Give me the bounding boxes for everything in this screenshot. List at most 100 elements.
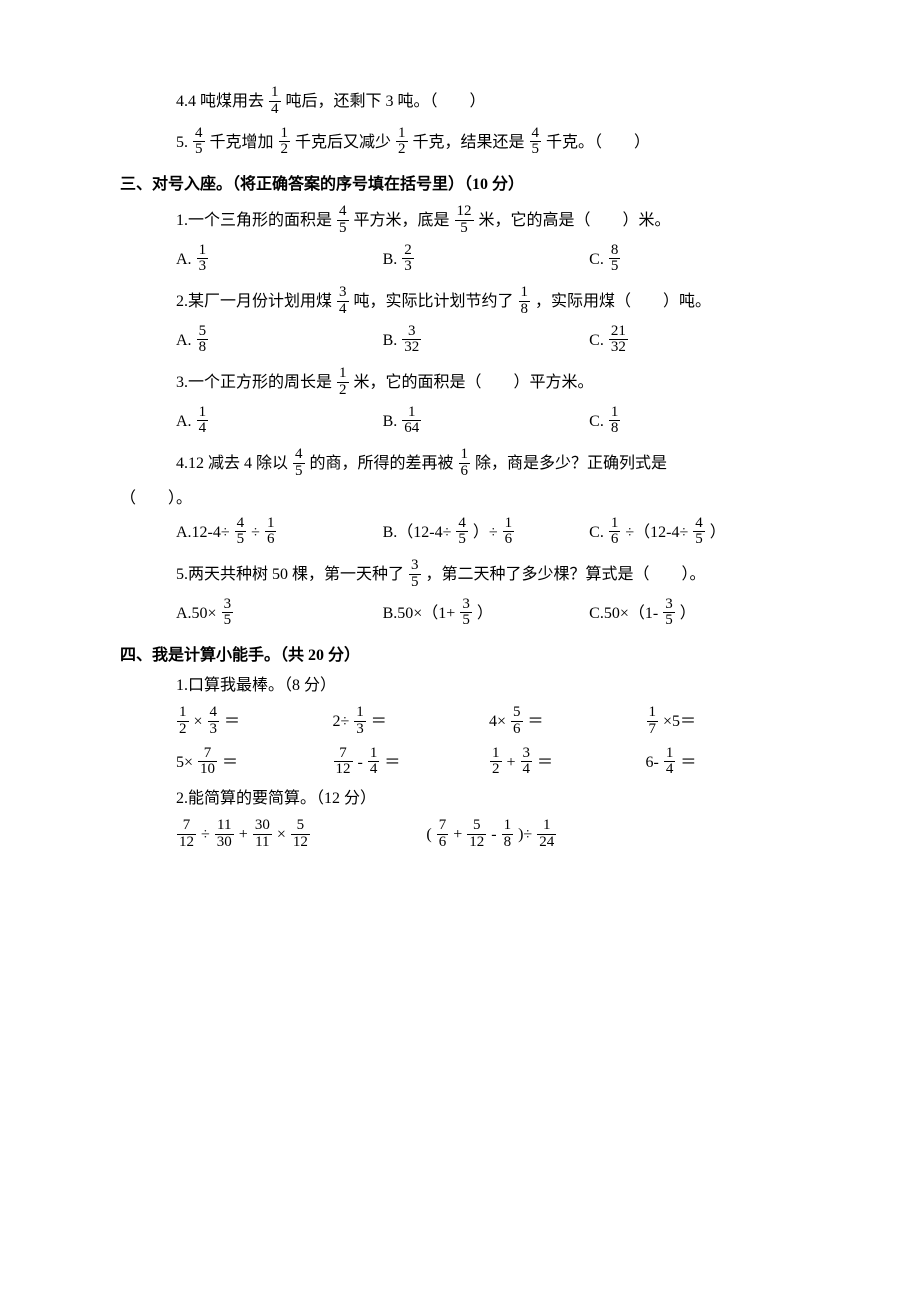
expr-b: ( 76 + 512 - 18 )÷ 124 (426, 819, 802, 852)
tf-q5: 5. 45 千克增加 12 千克后又减少 12 千克，结果还是 45 千克。（ … (120, 127, 802, 160)
mental-row-1: 12 × 43 ＝ 2÷ 13 ＝ 4× 56 ＝ 17 ×5＝ (120, 706, 802, 739)
fraction: 16 (459, 447, 471, 480)
section-3-heading: 三、对号入座。（将正确答案的序号填在括号里）（10 分） (120, 173, 802, 197)
opt-label: A. (176, 250, 196, 267)
expr: 12 × 43 ＝ (176, 706, 333, 739)
text: ） (680, 604, 696, 621)
fraction: 45 (456, 516, 468, 549)
fraction: 56 (511, 705, 523, 738)
expr: 12 + 34 ＝ (489, 747, 646, 780)
option-c: C. 16 ÷（12-4÷ 45 ） (589, 517, 796, 550)
text: 千克增加 (210, 133, 274, 150)
s3-q2: 2.某厂一月份计划用煤 34 吨，实际比计划节约了 18 ，实际用煤（ ）吨。 (120, 286, 802, 319)
fraction: 18 (519, 285, 531, 318)
page: 4.4 吨煤用去 14 吨后，还剩下 3 吨。（ ） 5. 45 千克增加 12… (0, 0, 920, 920)
expr: 6- 14 ＝ (646, 747, 803, 780)
mental-row-2: 5× 710 ＝ 712 - 14 ＝ 12 + 34 ＝ 6- 14 ＝ (120, 747, 802, 780)
fraction: 332 (402, 324, 421, 357)
s3-q4-options: A.12-4÷ 45 ÷ 16 B.（12-4÷ 45 ）÷ 16 C. 16 … (120, 517, 802, 550)
expr: 712 - 14 ＝ (333, 747, 490, 780)
fraction: 18 (502, 818, 514, 851)
option-a: A. 14 (176, 406, 383, 439)
s3-q5-options: A.50× 35 B.50×（1+ 35 ） C.50×（1- 35 ） (120, 598, 802, 631)
text: 米，它的高是（ ）米。 (479, 212, 671, 229)
op: ÷ (201, 826, 210, 843)
s3-q1-options: A. 13 B. 23 C. 85 (120, 244, 802, 277)
fraction: 13 (354, 705, 366, 738)
text: 4.4 吨煤用去 (176, 93, 264, 110)
text: 5.两天共种树 50 棵，第一天种了 (176, 566, 404, 583)
expr: 4× 56 ＝ (489, 706, 646, 739)
op: + (507, 753, 516, 770)
tf-q4: 4.4 吨煤用去 14 吨后，还剩下 3 吨。（ ） (120, 86, 802, 119)
text: 2.某厂一月份计划用煤 (176, 293, 332, 310)
text: 吨，实际比计划节约了 (354, 293, 514, 310)
fraction: 12 (337, 366, 349, 399)
s3-q3-options: A. 14 B. 164 C. 18 (120, 406, 802, 439)
fraction: 14 (664, 746, 676, 779)
text: 米，它的面积是（ ）平方米。 (354, 374, 594, 391)
fraction: 17 (647, 705, 659, 738)
fraction: 34 (337, 285, 349, 318)
op: - (358, 753, 363, 770)
option-b: B. 332 (383, 325, 590, 358)
fraction: 12 (396, 126, 408, 159)
fraction: 45 (293, 447, 305, 480)
eq: ＝ (528, 713, 544, 730)
option-b: B.50×（1+ 35 ） (383, 598, 590, 631)
s3-q1: 1.一个三角形的面积是 45 平方米，底是 125 米，它的高是（ ）米。 (120, 205, 802, 238)
text: ÷（12-4÷ (625, 523, 688, 540)
fraction: 12 (279, 126, 291, 159)
fraction: 712 (177, 818, 196, 851)
s3-q4: 4.12 减去 4 除以 45 的商，所得的差再被 16 除，商是多少？正确列式… (120, 448, 802, 481)
option-b: B. 23 (383, 244, 590, 277)
expr: 2÷ 13 ＝ (333, 706, 490, 739)
option-c: C. 18 (589, 406, 796, 439)
text: ÷ (251, 523, 260, 540)
opt-label: B. (383, 331, 402, 348)
text: 6- (646, 753, 659, 770)
fraction: 35 (663, 597, 675, 630)
text: ，第二天种了多少棵？算式是（ ）。 (426, 566, 706, 583)
op: × (277, 826, 286, 843)
text: 5. (176, 133, 192, 150)
option-a: A.50× 35 (176, 598, 383, 631)
opt-label: B. (383, 412, 402, 429)
fraction: 512 (291, 818, 310, 851)
fraction: 35 (222, 597, 234, 630)
fraction: 3011 (253, 818, 272, 851)
eq: ＝ (680, 753, 696, 770)
text: 4× (489, 713, 506, 730)
fraction: 45 (235, 516, 247, 549)
fraction: 1130 (215, 818, 234, 851)
text: 平方米，底是 (354, 212, 450, 229)
text: 吨后，还剩下 3 吨。（ ） (286, 93, 486, 110)
fraction: 712 (334, 746, 353, 779)
fraction: 2132 (609, 324, 628, 357)
text: ( (426, 826, 431, 843)
text: ）÷ (473, 523, 498, 540)
expr-a: 712 ÷ 1130 + 3011 × 512 (176, 819, 426, 852)
opt-label: A.50× (176, 604, 217, 621)
text: 4.12 减去 4 除以 (176, 455, 288, 472)
fraction: 125 (455, 204, 474, 237)
fraction: 18 (609, 405, 621, 438)
op: - (491, 826, 496, 843)
fraction: 35 (460, 597, 472, 630)
text: 千克，结果还是 (413, 133, 525, 150)
text: )÷ (518, 826, 532, 843)
opt-label: A. (176, 331, 196, 348)
s3-q2-options: A. 58 B. 332 C. 2132 (120, 325, 802, 358)
opt-label: C. (589, 523, 608, 540)
opt-label: C. (589, 412, 608, 429)
fraction: 45 (193, 126, 205, 159)
fraction: 710 (198, 746, 217, 779)
text: 千克。（ ） (546, 133, 650, 150)
fraction: 34 (521, 746, 533, 779)
opt-label: B. (383, 250, 402, 267)
fraction: 16 (265, 516, 277, 549)
s3-q5: 5.两天共种树 50 棵，第一天种了 35 ，第二天种了多少棵？算式是（ ）。 (120, 559, 802, 592)
s3-q4-tail: （ ）。 (120, 487, 802, 511)
fraction: 14 (269, 85, 281, 118)
text: ，实际用煤（ ）吨。 (535, 293, 711, 310)
